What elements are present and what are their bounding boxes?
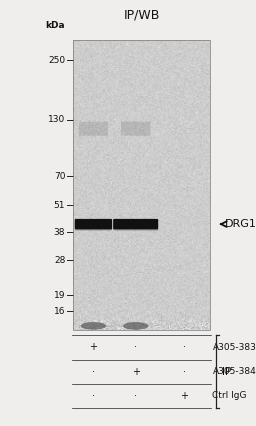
Text: DRG1: DRG1 (225, 219, 256, 229)
Text: 51: 51 (54, 201, 65, 210)
Ellipse shape (123, 322, 148, 330)
Ellipse shape (81, 322, 106, 330)
Text: +: + (132, 367, 140, 377)
Text: kDa: kDa (46, 21, 65, 30)
FancyBboxPatch shape (75, 223, 112, 227)
Bar (73, 40, 210, 330)
Text: 250: 250 (48, 56, 65, 65)
Text: ·: · (92, 367, 95, 377)
FancyBboxPatch shape (75, 219, 112, 229)
Text: ·: · (183, 367, 186, 377)
Text: A305-383A: A305-383A (212, 343, 256, 352)
FancyBboxPatch shape (113, 219, 158, 229)
FancyBboxPatch shape (113, 223, 158, 227)
Text: 19: 19 (54, 291, 65, 300)
Text: +: + (89, 343, 98, 352)
FancyBboxPatch shape (121, 122, 150, 136)
FancyBboxPatch shape (75, 226, 112, 230)
Text: Ctrl IgG: Ctrl IgG (212, 391, 247, 400)
Text: 130: 130 (48, 115, 65, 124)
Text: IP: IP (222, 367, 231, 377)
Text: IP/WB: IP/WB (123, 8, 160, 21)
Text: ·: · (183, 343, 186, 352)
Text: ·: · (134, 391, 137, 401)
Text: 70: 70 (54, 172, 65, 181)
Text: ·: · (92, 391, 95, 401)
Text: ·: · (134, 343, 137, 352)
Text: +: + (180, 391, 188, 401)
Text: 38: 38 (54, 227, 65, 237)
Text: 28: 28 (54, 256, 65, 265)
FancyBboxPatch shape (79, 122, 108, 136)
FancyBboxPatch shape (113, 226, 158, 230)
Text: A305-384A: A305-384A (212, 367, 256, 376)
Text: 16: 16 (54, 307, 65, 316)
